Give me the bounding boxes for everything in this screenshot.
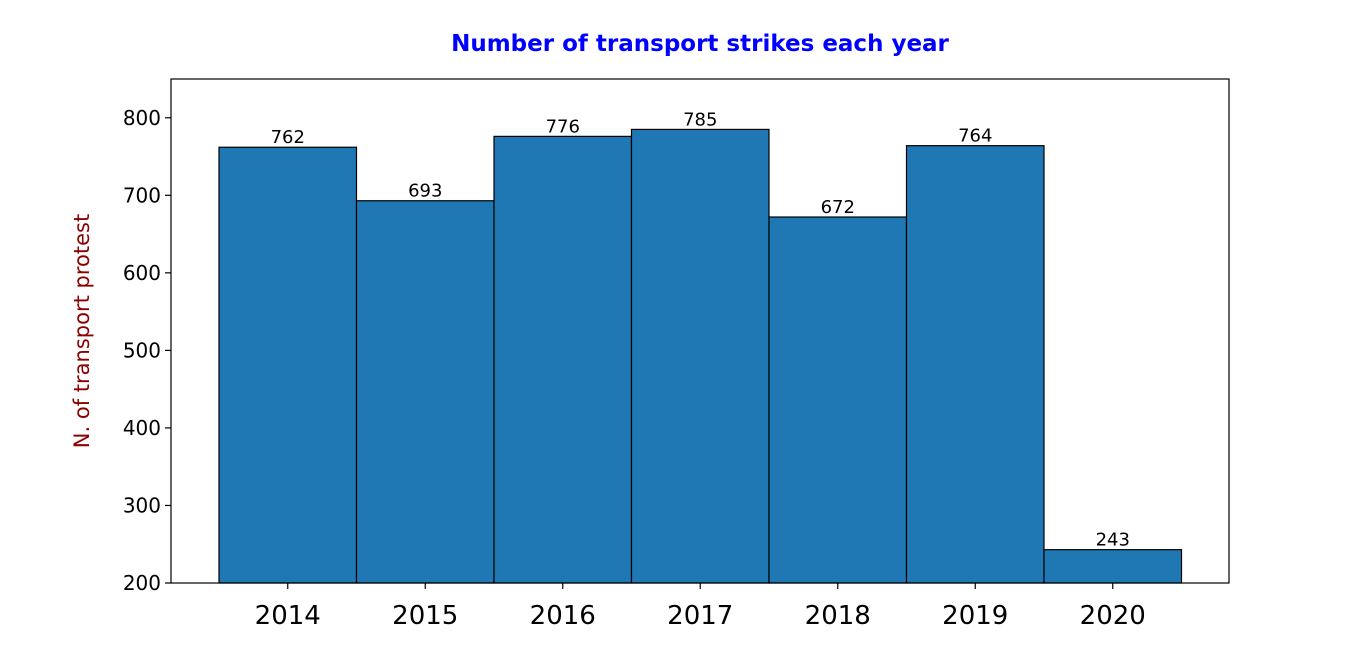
x-tick-label-2019: 2019 bbox=[942, 601, 1008, 631]
plot-area-frame bbox=[170, 78, 1230, 584]
value-label-2014: 762 bbox=[271, 127, 305, 148]
x-axis-ticks: 2014 2015 2016 2017 2018 2019 2020 bbox=[255, 583, 1146, 631]
value-label-2019: 764 bbox=[958, 126, 992, 147]
x-tick-label-2017: 2017 bbox=[667, 601, 733, 631]
value-label-2015: 693 bbox=[408, 181, 442, 202]
y-tick-label-700: 700 bbox=[123, 183, 161, 207]
bar-2018 bbox=[768, 216, 908, 584]
x-tick-label-2014: 2014 bbox=[255, 601, 321, 631]
value-label-2018: 672 bbox=[821, 197, 855, 218]
x-tick-label-2018: 2018 bbox=[805, 601, 871, 631]
bar-2020 bbox=[1043, 549, 1183, 584]
bar-2015 bbox=[355, 200, 495, 584]
chart-title: Number of transport strikes each year bbox=[451, 31, 949, 57]
value-label-2016: 776 bbox=[546, 116, 580, 137]
bar-2014 bbox=[218, 146, 358, 584]
y-tick-label-200: 200 bbox=[123, 571, 161, 595]
y-tick-label-400: 400 bbox=[123, 416, 161, 440]
x-tick-label-2016: 2016 bbox=[530, 601, 596, 631]
x-tick-label-2020: 2020 bbox=[1080, 601, 1146, 631]
y-tick-label-500: 500 bbox=[123, 338, 161, 362]
y-axis-label: N. of transport protest bbox=[70, 214, 94, 448]
y-tick-label-800: 800 bbox=[123, 106, 161, 130]
x-tick-label-2015: 2015 bbox=[392, 601, 458, 631]
value-label-2020: 243 bbox=[1096, 530, 1130, 551]
bar-2016 bbox=[493, 135, 633, 584]
bar-2017 bbox=[630, 128, 770, 584]
bars-layer bbox=[218, 128, 1183, 584]
y-tick-label-600: 600 bbox=[123, 261, 161, 285]
value-labels-layer: 762 693 776 785 672 764 243 bbox=[271, 109, 1130, 550]
y-tick-label-300: 300 bbox=[123, 493, 161, 517]
y-axis-ticks: 200 300 400 500 600 700 800 bbox=[123, 106, 171, 595]
bar-2019 bbox=[905, 145, 1045, 584]
value-label-2017: 785 bbox=[683, 109, 717, 130]
